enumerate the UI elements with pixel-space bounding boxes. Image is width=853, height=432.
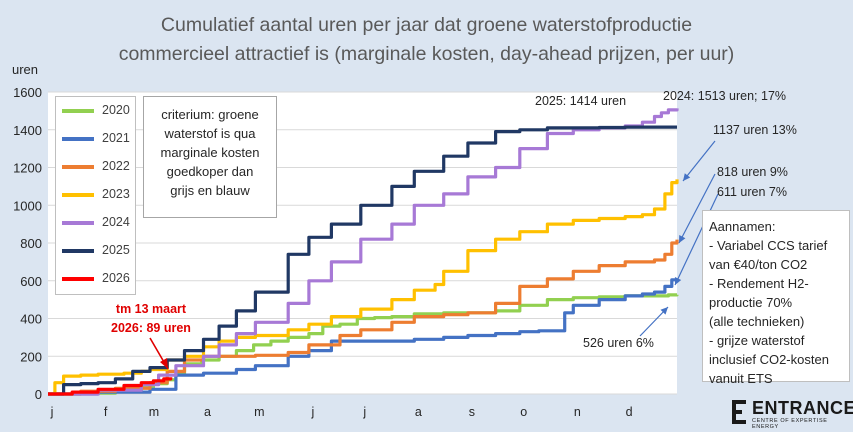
annotation-2026: tm 13 maart 2026: 89 uren — [96, 300, 206, 338]
x-tick-label: d — [626, 405, 633, 419]
arrow-2020-head — [660, 307, 668, 315]
legend-label: 2025 — [102, 243, 130, 257]
annotation-2024: 2024: 1513 uren; 17% — [663, 89, 787, 103]
legend-swatch — [62, 137, 94, 141]
x-tick-label: j — [362, 405, 366, 419]
logo-name: ENTRANCE — [752, 398, 853, 418]
criterium-text: criterium: groene waterstof is qua margi… — [160, 107, 260, 198]
legend-swatch — [62, 277, 94, 281]
legend-label: 2026 — [102, 271, 130, 285]
chart-title-line1: Cumulatief aantal uren per jaar dat groe… — [160, 14, 693, 36]
legend-swatch — [62, 249, 94, 253]
x-tick-label: a — [415, 405, 422, 419]
legend-swatch — [62, 109, 94, 113]
legend: 2020 2021 2022 2023 2024 2025 2026 — [55, 96, 136, 295]
series-line-2023 — [48, 179, 679, 396]
series-line-2021 — [48, 278, 679, 396]
x-tick-label: j — [50, 405, 54, 419]
series-line-2025 — [48, 125, 677, 396]
legend-label: 2020 — [102, 103, 130, 117]
y-tick-label: 1400 — [13, 123, 42, 138]
logo-tagline: CENTRE OF EXPERTISE ENERGY — [752, 418, 828, 430]
legend-label: 2023 — [102, 187, 130, 201]
arrow-2022-head — [679, 235, 686, 243]
series-line-2026 — [48, 377, 173, 396]
y-tick-label: 200 — [20, 349, 42, 364]
criterium-box: criterium: groene waterstof is qua margi… — [143, 96, 277, 218]
chart-title-line2: commercieel attractief is (marginale kos… — [118, 43, 735, 65]
annotation-2022: 818 uren 9% — [717, 165, 788, 179]
annotation-2026-line1: tm 13 maart — [115, 302, 187, 316]
y-tick-label: 1600 — [13, 85, 42, 100]
arrow-2026-head — [160, 358, 168, 369]
entrance-logo: ENTRANCE CENTRE OF EXPERTISE ENERGY — [730, 398, 853, 430]
annotation-2026-line2: 2026: 89 uren — [111, 321, 191, 335]
arrow-2022 — [678, 173, 716, 244]
arrow-2021-head — [674, 277, 682, 285]
legend-label: 2021 — [102, 131, 130, 145]
entrance-logo-icon — [732, 400, 746, 424]
y-tick-label: 1200 — [13, 161, 42, 176]
series-line-2022 — [48, 239, 679, 396]
arrow-2023 — [682, 140, 716, 182]
assumptions-box: Aannamen: - Variabel CCS tarief van €40/… — [702, 210, 850, 386]
assumptions-text: Aannamen: - Variabel CCS tarief van €40/… — [709, 219, 829, 386]
legend-label: 2022 — [102, 159, 130, 173]
x-tick-label: a — [204, 405, 211, 419]
annotation-2020: 526 uren 6% — [583, 336, 654, 350]
legend-swatch — [62, 165, 94, 169]
y-tick-label: 400 — [20, 312, 42, 327]
x-tick-label: m — [254, 405, 264, 419]
legend-label: 2024 — [102, 215, 130, 229]
y-tick-label: 1000 — [13, 198, 42, 213]
y-axis-label: uren — [12, 62, 39, 77]
y-tick-label: 600 — [20, 274, 42, 289]
x-tick-label: m — [149, 405, 159, 419]
y-tick-label: 0 — [35, 387, 42, 402]
annotation-2021: 611 uren 7% — [717, 185, 787, 199]
annotation-2023: 1137 uren 13% — [713, 123, 797, 137]
x-tick-label: n — [574, 405, 581, 419]
arrow-2023-head — [683, 173, 691, 181]
x-tick-label: s — [469, 405, 475, 419]
annotation-2025: 2025: 1414 uren — [535, 94, 627, 108]
legend-swatch — [62, 221, 94, 225]
x-tick-label: o — [520, 405, 527, 419]
x-tick-label: f — [104, 405, 108, 419]
x-tick-label: j — [311, 405, 315, 419]
arrow-2021 — [674, 193, 719, 286]
legend-swatch — [62, 193, 94, 197]
y-tick-label: 800 — [20, 236, 42, 251]
